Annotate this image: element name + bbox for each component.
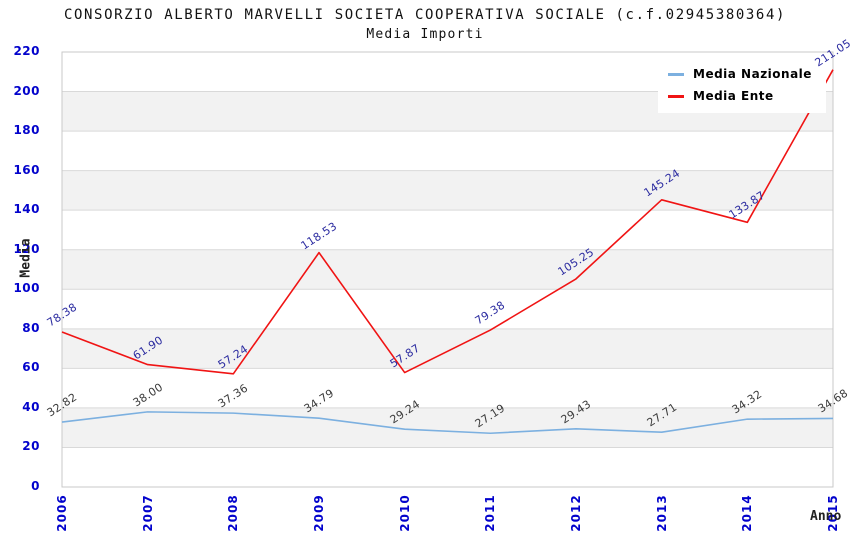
legend-label-media-nazionale: Media Nazionale (693, 67, 812, 81)
x-axis-title: Anno (810, 509, 842, 524)
x-tick-label: 2006 (55, 494, 69, 532)
y-tick-label: 0 (31, 479, 40, 493)
y-tick-label: 200 (13, 83, 40, 98)
x-tick-label: 2011 (483, 494, 498, 532)
plot-band (62, 407, 833, 448)
x-tick-label: 2007 (140, 494, 155, 532)
plot-band (62, 170, 833, 211)
x-tick-label: 2008 (226, 494, 241, 532)
plot-band (62, 249, 833, 290)
plot-band (62, 131, 833, 171)
legend-item-media-nazionale: Media Nazionale (668, 63, 822, 85)
x-tick-label: 2013 (654, 494, 669, 532)
y-tick-label: 80 (22, 320, 40, 335)
y-tick-label: 220 (13, 44, 40, 58)
plot-band (62, 210, 833, 250)
x-tick-label: 2010 (397, 494, 412, 532)
legend-swatch-media-ente-icon (668, 94, 684, 98)
y-tick-label: 160 (13, 162, 40, 177)
y-axis-title: Media (18, 238, 34, 278)
plot-band (62, 368, 833, 408)
y-tick-label: 140 (13, 202, 40, 217)
y-tick-label: 180 (13, 123, 40, 138)
y-tick-label: 120 (13, 241, 40, 256)
y-tick-label: 40 (22, 399, 40, 414)
plot-band (62, 328, 833, 369)
x-tick-label: 2009 (312, 494, 326, 532)
y-tick-label: 100 (13, 281, 40, 296)
plot-band (62, 289, 833, 329)
plot-band (62, 447, 833, 487)
x-tick-label: 2012 (569, 494, 583, 532)
y-tick-label: 20 (22, 439, 40, 454)
legend-label-media-ente: Media Ente (693, 89, 774, 103)
x-tick-label: 2014 (740, 494, 755, 532)
legend: Media Nazionale Media Ente (658, 57, 826, 113)
chart-subtitle: Media Importi (366, 27, 484, 42)
legend-item-media-ente: Media Ente (668, 85, 822, 107)
legend-swatch-media-nazionale-icon (668, 72, 684, 76)
y-tick-label: 60 (22, 360, 40, 375)
chart-title: CONSORZIO ALBERTO MARVELLI SOCIETA COOPE… (63, 7, 787, 23)
